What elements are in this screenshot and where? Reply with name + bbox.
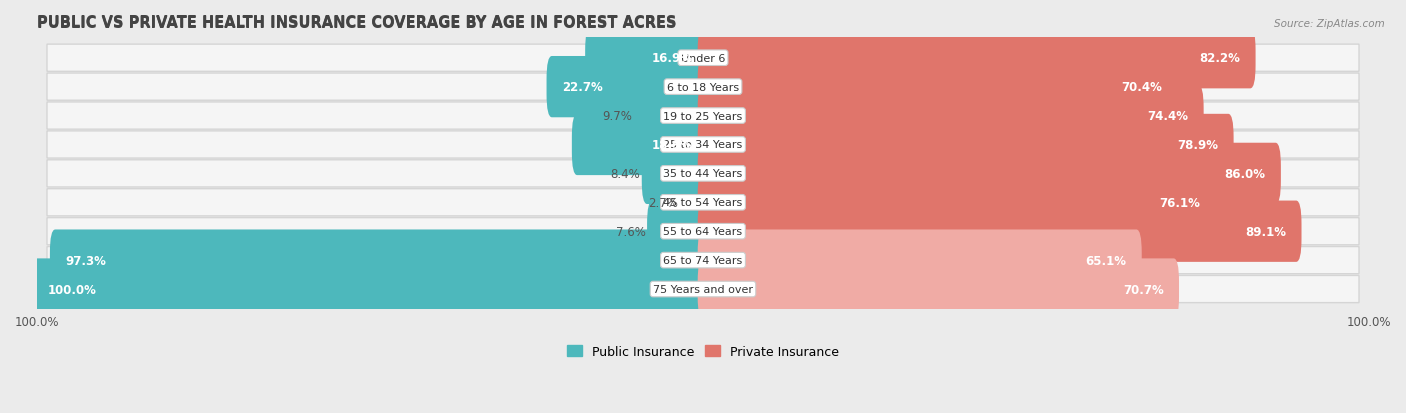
- Text: 86.0%: 86.0%: [1225, 168, 1265, 180]
- Text: PUBLIC VS PRIVATE HEALTH INSURANCE COVERAGE BY AGE IN FOREST ACRES: PUBLIC VS PRIVATE HEALTH INSURANCE COVER…: [37, 16, 676, 31]
- Text: 22.7%: 22.7%: [562, 81, 603, 94]
- FancyBboxPatch shape: [585, 28, 709, 89]
- FancyBboxPatch shape: [679, 172, 709, 233]
- FancyBboxPatch shape: [697, 57, 1177, 118]
- FancyBboxPatch shape: [46, 132, 1360, 159]
- FancyBboxPatch shape: [697, 114, 1233, 176]
- FancyBboxPatch shape: [641, 143, 709, 204]
- FancyBboxPatch shape: [46, 103, 1360, 130]
- FancyBboxPatch shape: [46, 247, 1360, 274]
- Text: 70.4%: 70.4%: [1121, 81, 1161, 94]
- Text: 8.4%: 8.4%: [610, 168, 640, 180]
- Text: 70.7%: 70.7%: [1123, 283, 1164, 296]
- Text: 2.7%: 2.7%: [648, 196, 678, 209]
- FancyBboxPatch shape: [572, 114, 709, 176]
- Text: 89.1%: 89.1%: [1246, 225, 1286, 238]
- Text: 18.9%: 18.9%: [652, 139, 693, 152]
- FancyBboxPatch shape: [46, 218, 1360, 245]
- FancyBboxPatch shape: [697, 259, 1180, 320]
- FancyBboxPatch shape: [32, 259, 709, 320]
- Text: 25 to 34 Years: 25 to 34 Years: [664, 140, 742, 150]
- FancyBboxPatch shape: [49, 230, 709, 291]
- Text: 6 to 18 Years: 6 to 18 Years: [666, 83, 740, 93]
- Text: 35 to 44 Years: 35 to 44 Years: [664, 169, 742, 179]
- Text: 16.9%: 16.9%: [652, 52, 693, 65]
- Text: 7.6%: 7.6%: [616, 225, 645, 238]
- Text: 55 to 64 Years: 55 to 64 Years: [664, 227, 742, 237]
- FancyBboxPatch shape: [633, 85, 709, 147]
- Text: PUBLIC VS PRIVATE HEALTH INSURANCE COVERAGE BY AGE IN FOREST ACRES: PUBLIC VS PRIVATE HEALTH INSURANCE COVER…: [37, 15, 676, 30]
- FancyBboxPatch shape: [697, 143, 1281, 204]
- FancyBboxPatch shape: [647, 201, 709, 262]
- Legend: Public Insurance, Private Insurance: Public Insurance, Private Insurance: [562, 340, 844, 363]
- Text: 65 to 74 Years: 65 to 74 Years: [664, 256, 742, 266]
- Text: 76.1%: 76.1%: [1159, 196, 1199, 209]
- FancyBboxPatch shape: [697, 172, 1215, 233]
- FancyBboxPatch shape: [697, 28, 1256, 89]
- Text: 97.3%: 97.3%: [65, 254, 105, 267]
- Text: 65.1%: 65.1%: [1085, 254, 1126, 267]
- Text: 45 to 54 Years: 45 to 54 Years: [664, 198, 742, 208]
- FancyBboxPatch shape: [697, 201, 1302, 262]
- Text: 100.0%: 100.0%: [48, 283, 96, 296]
- FancyBboxPatch shape: [697, 230, 1142, 291]
- Text: 9.7%: 9.7%: [602, 110, 631, 123]
- Text: 74.4%: 74.4%: [1147, 110, 1188, 123]
- FancyBboxPatch shape: [46, 74, 1360, 101]
- Text: 75 Years and over: 75 Years and over: [652, 284, 754, 294]
- FancyBboxPatch shape: [46, 45, 1360, 72]
- Text: 19 to 25 Years: 19 to 25 Years: [664, 111, 742, 121]
- FancyBboxPatch shape: [547, 57, 709, 118]
- FancyBboxPatch shape: [697, 85, 1204, 147]
- FancyBboxPatch shape: [46, 276, 1360, 303]
- Text: Source: ZipAtlas.com: Source: ZipAtlas.com: [1274, 19, 1385, 28]
- Text: 78.9%: 78.9%: [1177, 139, 1218, 152]
- Text: Under 6: Under 6: [681, 54, 725, 64]
- Text: 82.2%: 82.2%: [1199, 52, 1240, 65]
- FancyBboxPatch shape: [46, 189, 1360, 216]
- FancyBboxPatch shape: [46, 160, 1360, 188]
